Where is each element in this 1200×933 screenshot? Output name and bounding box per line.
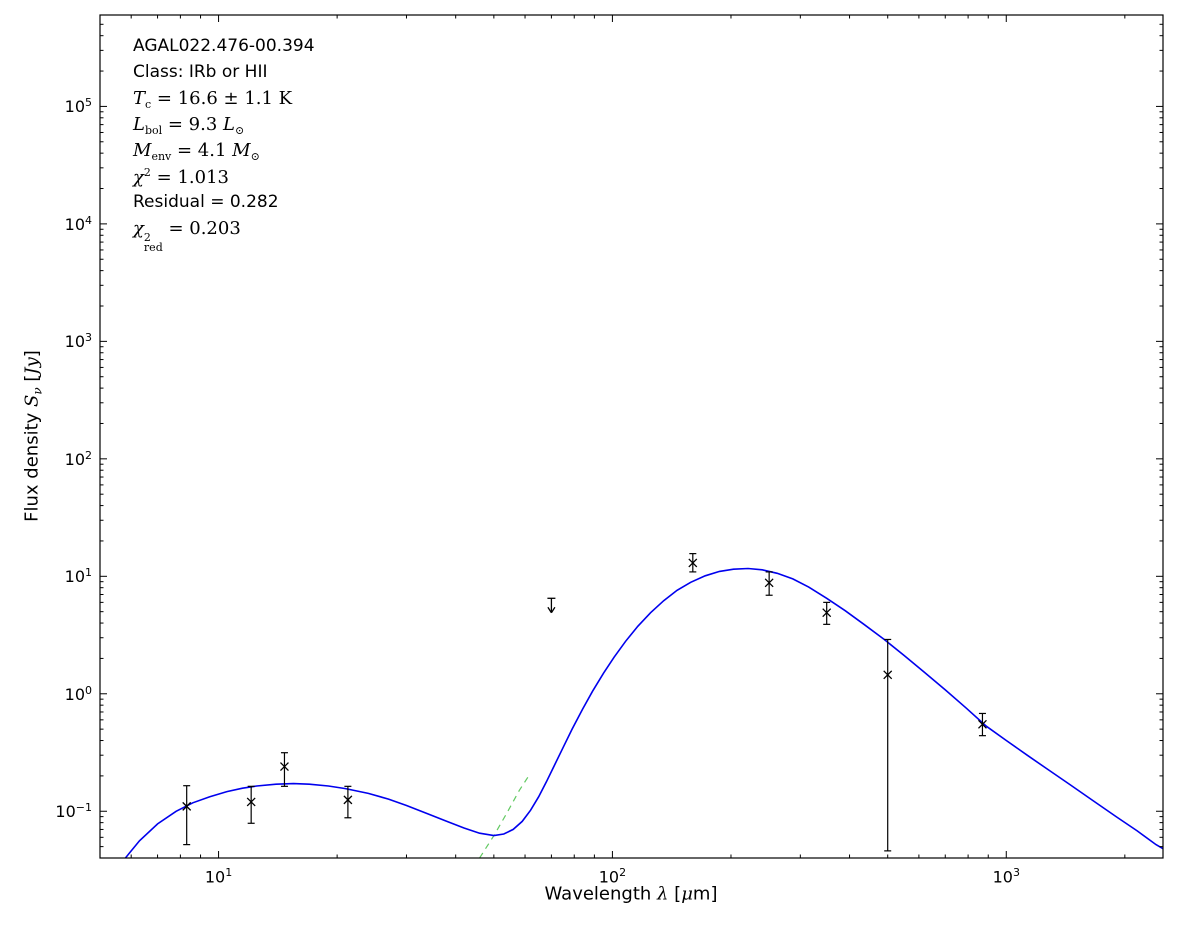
data-point-marker	[246, 797, 256, 807]
data-point-marker	[182, 801, 192, 811]
msun-symbol: M	[232, 140, 251, 161]
data-point-marker	[883, 670, 893, 680]
mu-symbol: μ	[681, 883, 693, 905]
chi2red-exponent: 2	[143, 231, 151, 244]
data-point-marker	[343, 795, 353, 805]
y-axis-label: Flux density Sν [Jy]	[22, 350, 45, 522]
x-tick-label: 103	[992, 866, 1020, 887]
tc-value: = 16.6 ± 1.1 K	[151, 88, 293, 109]
ylabel-text: Flux density	[21, 406, 43, 522]
ylabel-unit: Jy	[21, 357, 43, 375]
ylabel-bracket-close: ]	[21, 350, 43, 358]
reduced-chi-squared-line: χ 2 red = 0.203	[133, 218, 315, 253]
data-point-marker	[764, 578, 774, 588]
y-tick-label: 105	[64, 96, 92, 117]
data-point-marker	[822, 608, 832, 618]
xlabel-text: Wavelength	[544, 883, 658, 905]
bolometric-luminosity-line: Lbol = 9.3 L⊙	[133, 114, 315, 140]
chi2red-symbol: χ	[133, 218, 144, 239]
upper-limit-arrow-icon	[550, 606, 556, 614]
y-tick-label: 103	[64, 331, 92, 352]
lbol-symbol: L	[133, 114, 145, 135]
flux-symbol: S	[21, 394, 43, 407]
y-tick-label: 10−1	[55, 801, 92, 822]
chi-squared-line: χ2 = 1.013	[133, 166, 315, 192]
data-point-marker	[977, 719, 987, 729]
y-tick-label: 104	[64, 213, 92, 235]
y-tick-label: 102	[64, 448, 92, 469]
menv-symbol: M	[133, 140, 152, 161]
data-point-marker	[280, 762, 289, 772]
nu-subscript: ν	[30, 387, 45, 395]
tc-symbol: T	[133, 88, 146, 109]
x-axis-label: Wavelength λ [μm]	[545, 884, 718, 905]
fit-parameters-annotation: AGAL022.476-00.394 Class: IRb or HII Tc …	[133, 36, 315, 253]
chi2-symbol: χ	[133, 167, 144, 188]
sed-model-total	[124, 567, 1163, 858]
upper-limit-arrow-icon	[547, 606, 552, 614]
envelope-mass-line: Menv = 4.1 M⊙	[133, 140, 315, 166]
chi2-exponent: 2	[143, 166, 151, 179]
source-class: Class: IRb or HII	[133, 62, 268, 82]
menv-subscript: env	[151, 150, 172, 163]
chi2red-value: = 0.203	[162, 218, 241, 239]
msun-subscript: ⊙	[250, 150, 260, 163]
lbol-subscript: bol	[144, 124, 163, 137]
xlabel-unit: m]	[692, 883, 718, 905]
x-tick-label: 102	[598, 866, 627, 887]
y-tick-label: 101	[64, 566, 92, 587]
residual-line: Residual = 0.282	[133, 192, 279, 212]
source-name: AGAL022.476-00.394	[133, 36, 315, 56]
chi2red-subscript: red	[143, 241, 163, 254]
x-tick-label: 101	[204, 866, 233, 887]
tc-subscript: c	[145, 98, 152, 111]
chi2red-supsub: 2 red	[143, 231, 163, 254]
data-point-marker	[688, 558, 698, 568]
axes-frame	[99, 14, 1164, 859]
lsun-symbol: L	[223, 114, 235, 135]
lsun-subscript: ⊙	[234, 124, 245, 137]
menv-value: = 4.1	[171, 140, 233, 161]
ylabel-bracket: [	[21, 374, 43, 388]
y-tick-label: 100	[64, 683, 92, 704]
dust-temperature-line: Tc = 16.6 ± 1.1 K	[133, 88, 315, 114]
xlabel-bracket: [	[668, 883, 682, 905]
lbol-value: = 9.3	[162, 114, 224, 135]
lambda-symbol: λ	[657, 883, 669, 905]
cold-component-model	[479, 776, 529, 858]
chi2-value: = 1.013	[150, 167, 229, 188]
